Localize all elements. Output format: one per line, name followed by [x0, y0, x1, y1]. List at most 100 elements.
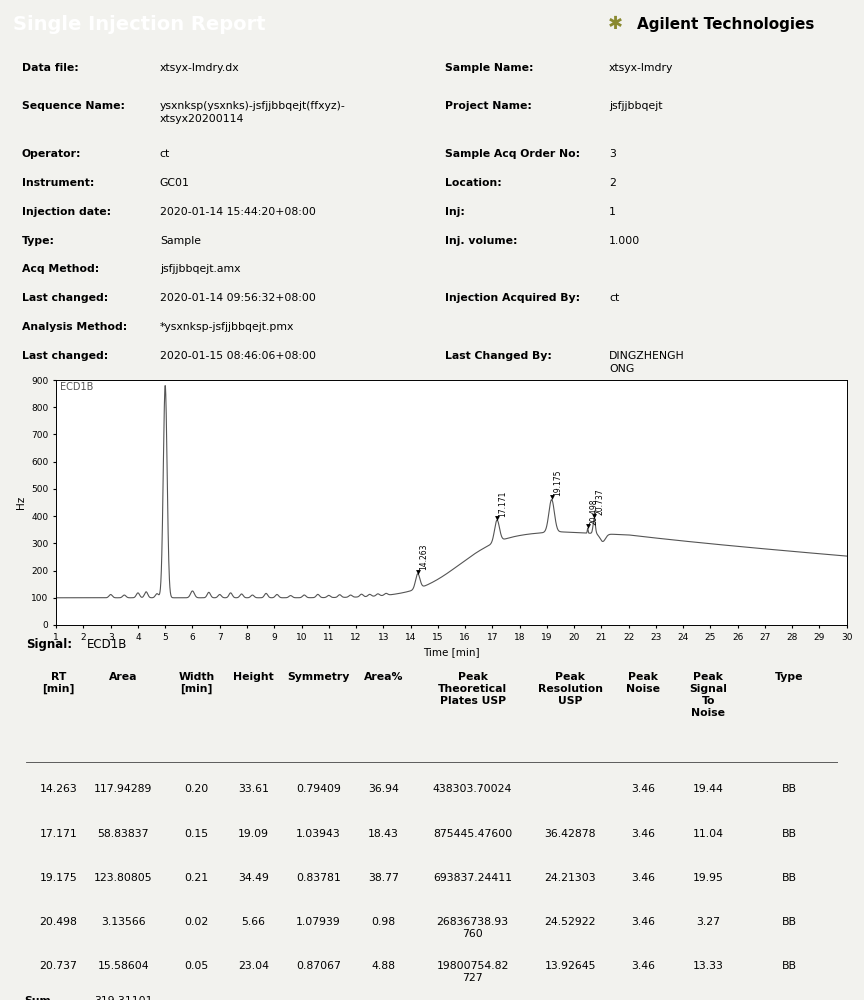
Text: Operator:: Operator: — [22, 149, 81, 159]
Text: 19.175: 19.175 — [40, 873, 77, 883]
Text: Sample Acq Order No:: Sample Acq Order No: — [445, 149, 580, 159]
Text: 19.44: 19.44 — [693, 784, 723, 794]
Text: 693837.24411: 693837.24411 — [433, 873, 512, 883]
Text: BB: BB — [782, 829, 797, 839]
Text: 2020-01-15 08:46:06+08:00: 2020-01-15 08:46:06+08:00 — [160, 351, 316, 361]
Text: ECD1B: ECD1B — [86, 638, 127, 651]
Text: xtsyx-lmdry.dx: xtsyx-lmdry.dx — [160, 63, 239, 73]
Text: 36.94: 36.94 — [368, 784, 398, 794]
Text: 13.92645: 13.92645 — [544, 961, 596, 971]
Text: 19.95: 19.95 — [693, 873, 723, 883]
Text: BB: BB — [782, 961, 797, 971]
Text: 0.98: 0.98 — [372, 917, 396, 927]
Text: 1: 1 — [609, 207, 616, 217]
Text: BB: BB — [782, 873, 797, 883]
Text: jsfjjbbqejt: jsfjjbbqejt — [609, 101, 663, 111]
Text: 0.87067: 0.87067 — [295, 961, 340, 971]
Text: Peak
Theoretical
Plates USP: Peak Theoretical Plates USP — [438, 672, 507, 706]
Text: Project Name:: Project Name: — [445, 101, 532, 111]
Text: 3.46: 3.46 — [632, 961, 655, 971]
Text: 0.83781: 0.83781 — [296, 873, 340, 883]
Text: 11.04: 11.04 — [693, 829, 724, 839]
Text: 24.52922: 24.52922 — [544, 917, 596, 927]
Text: 123.80805: 123.80805 — [94, 873, 153, 883]
Text: BB: BB — [782, 917, 797, 927]
Text: 0.15: 0.15 — [184, 829, 208, 839]
Text: Height: Height — [233, 672, 274, 682]
Text: Signal:: Signal: — [26, 638, 72, 651]
Text: Acq Method:: Acq Method: — [22, 264, 98, 274]
Y-axis label: Hz: Hz — [16, 496, 26, 509]
Text: 3: 3 — [609, 149, 616, 159]
Text: Sequence Name:: Sequence Name: — [22, 101, 124, 111]
Text: 3.46: 3.46 — [632, 784, 655, 794]
Text: RT
[min]: RT [min] — [42, 672, 74, 694]
Text: Location:: Location: — [445, 178, 502, 188]
Text: Peak
Resolution
USP: Peak Resolution USP — [537, 672, 602, 706]
Text: 4.88: 4.88 — [372, 961, 395, 971]
Text: 58.83837: 58.83837 — [98, 829, 149, 839]
Text: 0.79409: 0.79409 — [295, 784, 340, 794]
Text: 20.498: 20.498 — [589, 498, 598, 525]
Text: ct: ct — [160, 149, 170, 159]
Text: 19.09: 19.09 — [238, 829, 269, 839]
Text: BB: BB — [782, 784, 797, 794]
Text: ysxnksp(ysxnks)-jsfjjbbqejt(ffxyz)-
xtsyx20200114: ysxnksp(ysxnks)-jsfjjbbqejt(ffxyz)- xtsy… — [160, 101, 346, 124]
Text: ✱: ✱ — [607, 15, 623, 33]
Text: Inj:: Inj: — [445, 207, 465, 217]
Text: Instrument:: Instrument: — [22, 178, 94, 188]
Text: Area%: Area% — [364, 672, 403, 682]
Text: 5.66: 5.66 — [241, 917, 265, 927]
Text: Agilent Technologies: Agilent Technologies — [638, 16, 815, 31]
Text: Peak
Noise: Peak Noise — [626, 672, 660, 694]
Text: 38.77: 38.77 — [368, 873, 398, 883]
Text: 24.21303: 24.21303 — [544, 873, 596, 883]
Text: 15.58604: 15.58604 — [98, 961, 149, 971]
Text: 19.175: 19.175 — [553, 470, 562, 496]
Text: 19800754.82
727: 19800754.82 727 — [436, 961, 509, 983]
Text: Last changed:: Last changed: — [22, 293, 108, 303]
Text: Analysis Method:: Analysis Method: — [22, 322, 127, 332]
X-axis label: Time [min]: Time [min] — [423, 647, 480, 657]
Text: xtsyx-lmdry: xtsyx-lmdry — [609, 63, 674, 73]
Text: Sample: Sample — [160, 236, 200, 246]
Text: Data file:: Data file: — [22, 63, 79, 73]
Text: 14.263: 14.263 — [40, 784, 77, 794]
Text: 17.171: 17.171 — [40, 829, 77, 839]
Text: Injection date:: Injection date: — [22, 207, 111, 217]
Text: 36.42878: 36.42878 — [544, 829, 596, 839]
Text: 0.02: 0.02 — [184, 917, 208, 927]
Text: Area: Area — [109, 672, 137, 682]
Text: Last changed:: Last changed: — [22, 351, 108, 361]
Text: 20.498: 20.498 — [40, 917, 78, 927]
Text: 1.07939: 1.07939 — [296, 917, 340, 927]
Text: 1.000: 1.000 — [609, 236, 640, 246]
Text: Injection Acquired By:: Injection Acquired By: — [445, 293, 580, 303]
Text: *ysxnksp-jsfjjbbqejt.pmx: *ysxnksp-jsfjjbbqejt.pmx — [160, 322, 295, 332]
Text: ECD1B: ECD1B — [60, 382, 93, 392]
Text: 0.21: 0.21 — [184, 873, 208, 883]
Text: 18.43: 18.43 — [368, 829, 398, 839]
Text: 3.46: 3.46 — [632, 917, 655, 927]
Text: Type:: Type: — [22, 236, 54, 246]
Text: 13.33: 13.33 — [693, 961, 723, 971]
Text: 33.61: 33.61 — [238, 784, 269, 794]
Text: Inj. volume:: Inj. volume: — [445, 236, 518, 246]
Text: Sum: Sum — [25, 996, 52, 1000]
Text: 14.263: 14.263 — [419, 544, 428, 570]
Text: 0.05: 0.05 — [184, 961, 208, 971]
Text: 3.13566: 3.13566 — [101, 917, 146, 927]
Text: 875445.47600: 875445.47600 — [433, 829, 512, 839]
Text: 34.49: 34.49 — [238, 873, 269, 883]
Text: 2020-01-14 15:44:20+08:00: 2020-01-14 15:44:20+08:00 — [160, 207, 315, 217]
Text: Last Changed By:: Last Changed By: — [445, 351, 552, 361]
Text: 117.94289: 117.94289 — [94, 784, 153, 794]
Text: Single Injection Report: Single Injection Report — [13, 15, 265, 34]
Text: GC01: GC01 — [160, 178, 190, 188]
Text: Peak
Signal
To
Noise: Peak Signal To Noise — [689, 672, 727, 718]
Text: Symmetry: Symmetry — [287, 672, 349, 682]
Text: 3.46: 3.46 — [632, 873, 655, 883]
Text: DINGZHENGH
ONG: DINGZHENGH ONG — [609, 351, 685, 374]
Text: 319.31101: 319.31101 — [94, 996, 153, 1000]
Text: Width
[min]: Width [min] — [178, 672, 214, 694]
